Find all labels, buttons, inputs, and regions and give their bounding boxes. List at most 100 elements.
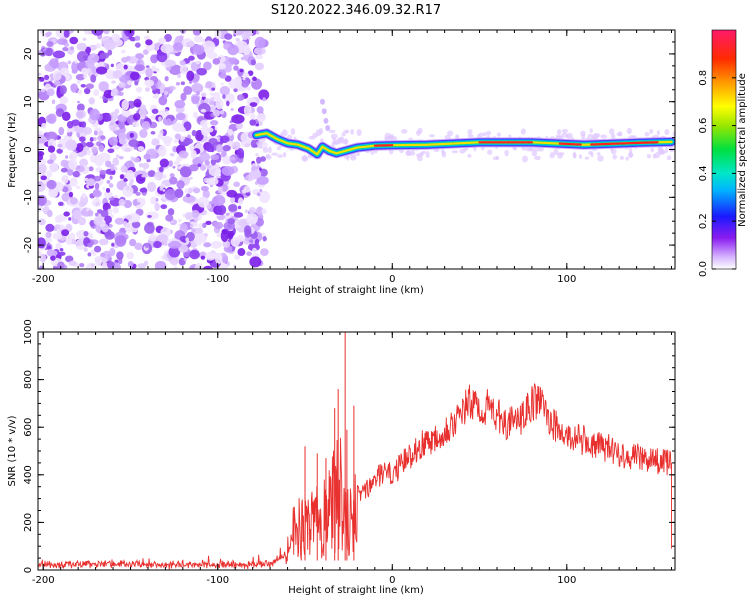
noise-blob xyxy=(158,95,168,106)
signal-band-core xyxy=(558,142,582,146)
noise-blob xyxy=(38,182,46,192)
noise-blob xyxy=(137,198,141,203)
noise-blob xyxy=(46,248,55,257)
noise-blob xyxy=(127,212,141,223)
noise-blob xyxy=(144,79,155,87)
noise-blob xyxy=(185,163,189,167)
noise-blob xyxy=(242,77,246,81)
noise-blob xyxy=(121,109,131,117)
noise-blob xyxy=(529,146,535,152)
noise-blob xyxy=(237,94,245,101)
noise-blob xyxy=(189,164,199,172)
noise-blob xyxy=(55,108,65,117)
noise-blob xyxy=(222,144,231,152)
noise-blob xyxy=(520,128,526,135)
noise-blob xyxy=(118,132,127,141)
noise-blob xyxy=(180,126,185,133)
spectrogram-xtick-label: 0 xyxy=(389,274,395,285)
noise-blob xyxy=(76,51,89,63)
noise-blob xyxy=(75,109,87,119)
noise-blob xyxy=(133,113,141,121)
noise-blob xyxy=(119,174,125,180)
noise-blob xyxy=(59,85,67,95)
noise-blob xyxy=(38,151,45,157)
noise-blob xyxy=(91,198,102,207)
noise-blob xyxy=(237,248,246,257)
noise-blob xyxy=(46,88,55,97)
noise-blob xyxy=(455,134,460,140)
noise-blob xyxy=(59,96,69,105)
noise-blob xyxy=(131,221,141,229)
noise-blob xyxy=(100,252,106,257)
noise-blob xyxy=(159,186,164,191)
noise-blob xyxy=(214,221,224,230)
noise-blob xyxy=(256,123,259,127)
noise-blob xyxy=(47,145,56,153)
noise-blob xyxy=(114,108,120,115)
noise-blob xyxy=(271,152,279,156)
noise-blob xyxy=(459,148,466,154)
noise-blob xyxy=(625,156,629,161)
noise-blob xyxy=(100,135,106,140)
noise-blob xyxy=(619,155,624,160)
noise-blob xyxy=(79,158,89,167)
noise-blob xyxy=(227,128,234,136)
noise-blob xyxy=(134,242,143,251)
noise-blob xyxy=(664,129,670,136)
colorbar: 0.0 0.2 0.4 0.6 0.8 Normalized spectral ampl… xyxy=(698,29,748,277)
noise-blob xyxy=(164,75,169,82)
noise-blob xyxy=(94,245,102,253)
spectrogram-marks xyxy=(38,30,675,269)
noise-blob xyxy=(212,109,221,117)
noise-blob xyxy=(447,130,454,137)
noise-blob xyxy=(112,157,120,166)
noise-blob xyxy=(321,108,327,115)
noise-blob xyxy=(104,160,111,168)
noise-blob xyxy=(60,159,69,168)
noise-blob xyxy=(161,195,166,200)
noise-blob xyxy=(650,147,655,153)
noise-blob xyxy=(129,71,140,81)
noise-blob xyxy=(129,132,134,138)
noise-blob xyxy=(139,129,148,139)
noise-blob xyxy=(137,263,147,269)
noise-blob xyxy=(143,153,151,160)
snr-xtick-label: 0 xyxy=(389,575,395,586)
noise-blob xyxy=(512,146,517,151)
noise-blob xyxy=(52,70,62,81)
noise-blob xyxy=(415,130,421,136)
noise-blob xyxy=(102,186,106,191)
noise-blob xyxy=(628,151,633,159)
noise-blob xyxy=(221,166,235,176)
noise-blob xyxy=(55,30,65,38)
noise-blob xyxy=(76,103,85,112)
noise-blob xyxy=(233,88,238,93)
noise-blob xyxy=(122,185,134,198)
noise-blob xyxy=(164,33,172,42)
noise-blob xyxy=(255,153,259,157)
noise-blob xyxy=(220,229,229,243)
noise-blob xyxy=(193,35,204,43)
noise-blob xyxy=(522,155,528,163)
noise-blob xyxy=(73,209,83,220)
noise-blob xyxy=(206,51,218,59)
noise-blob xyxy=(83,247,88,253)
noise-blob xyxy=(173,160,180,166)
noise-blob xyxy=(210,119,219,126)
noise-blob xyxy=(143,35,151,40)
noise-blob xyxy=(242,72,250,78)
noise-blob xyxy=(578,154,583,160)
noise-blob xyxy=(164,188,177,201)
noise-blob xyxy=(100,209,109,218)
signal-band-core xyxy=(590,141,659,146)
noise-blob xyxy=(61,111,71,121)
noise-blob xyxy=(38,163,47,175)
snr-ytick-label: 800 xyxy=(23,370,34,389)
noise-blob xyxy=(260,156,266,162)
noise-blob xyxy=(98,238,109,246)
noise-blob xyxy=(68,260,77,267)
snr-line xyxy=(38,383,672,570)
noise-blob xyxy=(104,215,113,224)
